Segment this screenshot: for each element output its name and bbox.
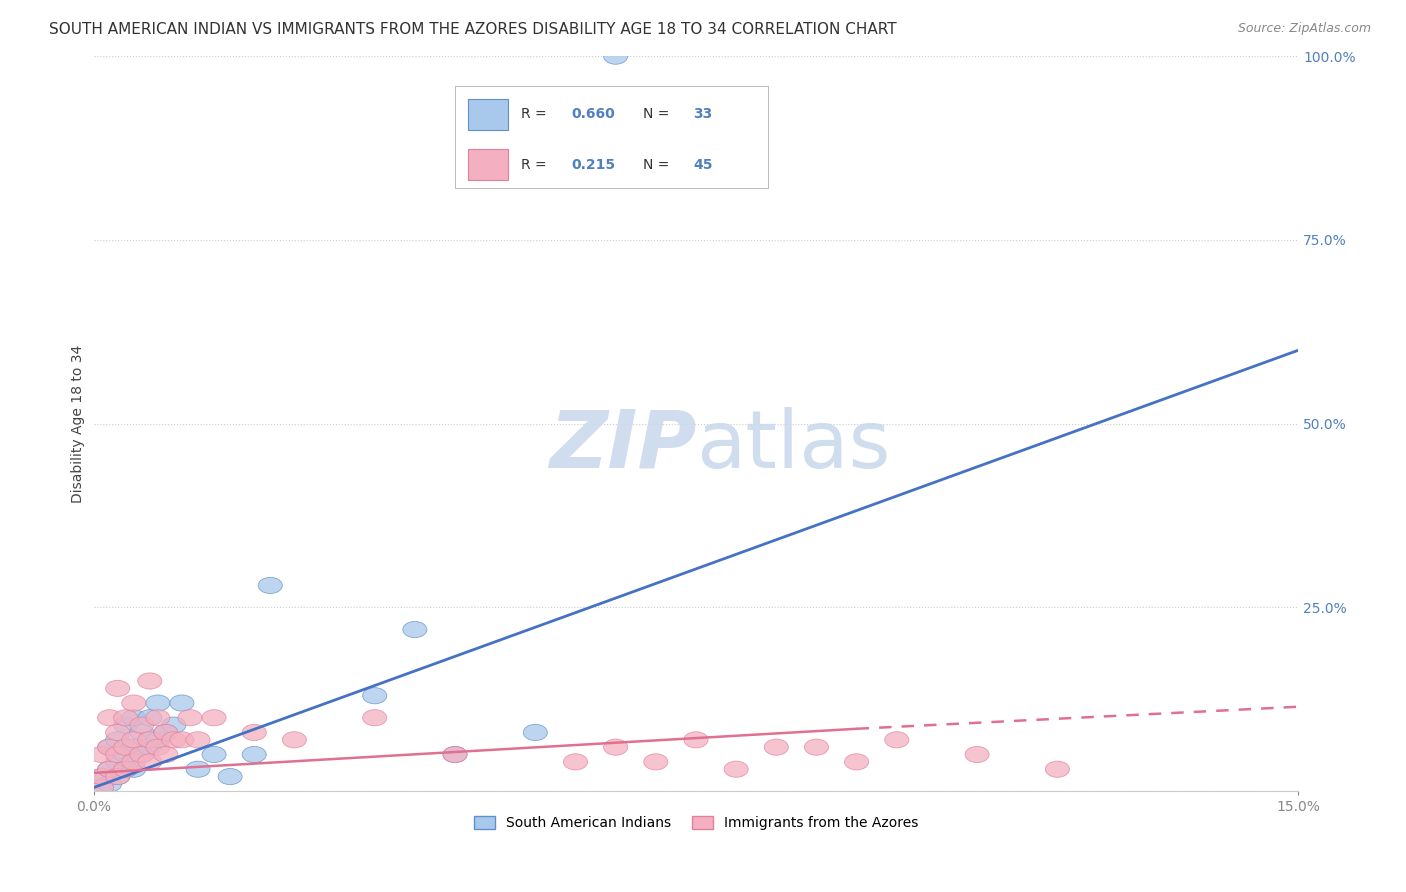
Ellipse shape	[402, 622, 427, 638]
Ellipse shape	[114, 739, 138, 756]
Ellipse shape	[153, 724, 179, 740]
Ellipse shape	[138, 673, 162, 690]
Ellipse shape	[146, 695, 170, 711]
Ellipse shape	[363, 710, 387, 726]
Ellipse shape	[122, 739, 146, 756]
Ellipse shape	[114, 761, 138, 777]
Ellipse shape	[804, 739, 828, 756]
Ellipse shape	[765, 739, 789, 756]
Ellipse shape	[218, 769, 242, 785]
Ellipse shape	[603, 739, 627, 756]
Ellipse shape	[105, 681, 129, 697]
Ellipse shape	[202, 710, 226, 726]
Ellipse shape	[162, 717, 186, 733]
Ellipse shape	[90, 747, 114, 763]
Ellipse shape	[97, 739, 122, 756]
Ellipse shape	[644, 754, 668, 770]
Ellipse shape	[162, 731, 186, 747]
Ellipse shape	[153, 747, 179, 763]
Ellipse shape	[170, 731, 194, 747]
Ellipse shape	[443, 747, 467, 763]
Ellipse shape	[105, 724, 129, 740]
Ellipse shape	[153, 724, 179, 740]
Ellipse shape	[138, 731, 162, 747]
Ellipse shape	[114, 761, 138, 777]
Ellipse shape	[129, 747, 153, 763]
Ellipse shape	[129, 717, 153, 733]
Ellipse shape	[114, 717, 138, 733]
Ellipse shape	[97, 739, 122, 756]
Ellipse shape	[186, 731, 209, 747]
Ellipse shape	[90, 769, 114, 785]
Ellipse shape	[122, 695, 146, 711]
Ellipse shape	[122, 710, 146, 726]
Ellipse shape	[242, 747, 266, 763]
Ellipse shape	[105, 747, 129, 763]
Ellipse shape	[845, 754, 869, 770]
Y-axis label: Disability Age 18 to 34: Disability Age 18 to 34	[72, 344, 86, 503]
Ellipse shape	[683, 731, 709, 747]
Ellipse shape	[146, 710, 170, 726]
Ellipse shape	[146, 731, 170, 747]
Ellipse shape	[179, 710, 202, 726]
Ellipse shape	[146, 739, 170, 756]
Ellipse shape	[105, 754, 129, 770]
Ellipse shape	[122, 731, 146, 747]
Ellipse shape	[138, 710, 162, 726]
Ellipse shape	[97, 761, 122, 777]
Ellipse shape	[1045, 761, 1070, 777]
Ellipse shape	[186, 761, 209, 777]
Text: ZIP: ZIP	[548, 407, 696, 484]
Text: SOUTH AMERICAN INDIAN VS IMMIGRANTS FROM THE AZORES DISABILITY AGE 18 TO 34 CORR: SOUTH AMERICAN INDIAN VS IMMIGRANTS FROM…	[49, 22, 897, 37]
Ellipse shape	[523, 724, 547, 740]
Ellipse shape	[259, 577, 283, 593]
Ellipse shape	[603, 48, 627, 64]
Ellipse shape	[443, 747, 467, 763]
Ellipse shape	[242, 724, 266, 740]
Ellipse shape	[202, 747, 226, 763]
Ellipse shape	[129, 724, 153, 740]
Ellipse shape	[138, 754, 162, 770]
Ellipse shape	[105, 769, 129, 785]
Ellipse shape	[90, 780, 114, 796]
Text: atlas: atlas	[696, 407, 890, 484]
Ellipse shape	[97, 761, 122, 777]
Ellipse shape	[114, 747, 138, 763]
Ellipse shape	[105, 769, 129, 785]
Ellipse shape	[884, 731, 908, 747]
Ellipse shape	[283, 731, 307, 747]
Ellipse shape	[724, 761, 748, 777]
Ellipse shape	[90, 780, 114, 796]
Ellipse shape	[122, 761, 146, 777]
Ellipse shape	[122, 754, 146, 770]
Ellipse shape	[129, 747, 153, 763]
Text: Source: ZipAtlas.com: Source: ZipAtlas.com	[1237, 22, 1371, 36]
Ellipse shape	[97, 710, 122, 726]
Ellipse shape	[97, 776, 122, 792]
Legend: South American Indians, Immigrants from the Azores: South American Indians, Immigrants from …	[468, 811, 924, 836]
Ellipse shape	[363, 688, 387, 704]
Ellipse shape	[564, 754, 588, 770]
Ellipse shape	[138, 739, 162, 756]
Ellipse shape	[90, 769, 114, 785]
Ellipse shape	[170, 695, 194, 711]
Ellipse shape	[105, 731, 129, 747]
Ellipse shape	[114, 710, 138, 726]
Ellipse shape	[965, 747, 990, 763]
